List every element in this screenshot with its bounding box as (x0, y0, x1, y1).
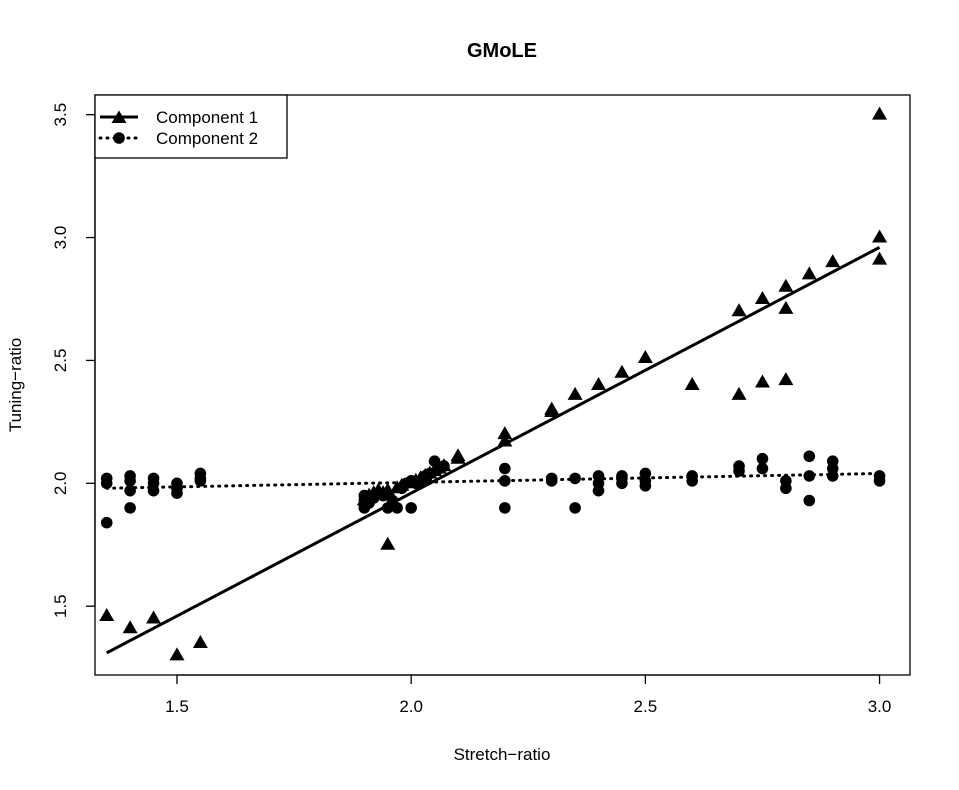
point-component-2 (803, 494, 816, 507)
fit-lines (105, 246, 882, 655)
point-component-2 (499, 462, 511, 475)
point-component-2 (803, 450, 816, 463)
point-component-2 (438, 460, 450, 472)
point-component-1 (872, 229, 888, 243)
y-tick-label: 2.5 (51, 349, 70, 373)
point-component-1 (778, 300, 794, 314)
point-component-2 (826, 455, 839, 467)
point-component-2 (873, 470, 886, 482)
point-component-1 (591, 377, 607, 390)
point-component-1 (99, 608, 115, 622)
point-component-2 (124, 484, 136, 497)
point-component-2 (639, 467, 652, 480)
y-axis-label: Tuning−ratio (6, 338, 25, 432)
point-component-1 (544, 401, 560, 415)
x-tick-label: 2.0 (399, 697, 423, 716)
point-component-2 (100, 516, 113, 529)
point-component-1 (614, 364, 630, 378)
x-tick-label: 3.0 (868, 697, 892, 716)
point-component-1 (450, 448, 466, 462)
point-component-1 (731, 303, 747, 317)
point-component-2 (569, 472, 581, 485)
point-component-1 (731, 386, 747, 400)
point-component-2 (733, 460, 745, 472)
point-component-1 (497, 426, 513, 440)
point-component-2 (569, 502, 581, 514)
point-component-2 (686, 470, 698, 482)
point-component-2 (616, 470, 628, 482)
legend-label-component-2: Component 2 (156, 129, 258, 148)
y-tick-label: 2.0 (51, 471, 70, 495)
legend-box (94, 94, 288, 159)
point-component-1 (684, 377, 700, 390)
x-axis-label: Stretch−ratio (454, 745, 551, 764)
point-component-2 (424, 467, 436, 480)
point-component-2 (194, 467, 207, 480)
point-component-1 (567, 386, 583, 400)
fit-line-1 (106, 246, 881, 655)
fit-line-2 (105, 471, 882, 490)
point-component-2 (405, 502, 417, 514)
point-component-2 (124, 470, 136, 482)
y-tick-label: 3.0 (51, 226, 70, 250)
x-tick-label: 1.5 (165, 697, 189, 716)
point-component-1 (778, 372, 794, 386)
point-component-2 (100, 472, 113, 485)
point-component-2 (756, 452, 769, 465)
point-component-1 (637, 349, 653, 363)
point-component-2 (756, 462, 769, 475)
point-component-2 (780, 475, 792, 487)
point-component-1 (872, 106, 888, 120)
y-tick-label: 3.5 (51, 103, 70, 127)
data-points (99, 106, 888, 661)
x-tick-label: 2.5 (634, 697, 658, 716)
point-component-1 (146, 610, 162, 624)
y-tick-label: 1.5 (51, 594, 70, 618)
point-component-2 (124, 502, 136, 514)
legend-label-component-1: Component 1 (156, 108, 258, 127)
point-component-2 (391, 502, 403, 514)
point-component-1 (872, 251, 888, 265)
point-component-1 (122, 620, 138, 634)
point-component-1 (169, 647, 185, 661)
point-component-2 (499, 502, 511, 514)
chart-title: GMoLE (467, 40, 537, 62)
point-component-1 (825, 254, 841, 268)
point-component-2 (171, 477, 183, 490)
x-axis: 1.5 2.0 2.5 3.0 (165, 674, 892, 716)
point-component-1 (778, 278, 794, 292)
point-component-2 (147, 472, 160, 485)
legend-triangle-icon (111, 110, 127, 123)
point-component-2 (592, 470, 605, 482)
point-component-1 (497, 433, 513, 447)
point-component-2 (803, 470, 816, 482)
point-component-1 (380, 536, 396, 550)
point-component-1 (192, 635, 208, 649)
y-axis: 1.5 2.0 2.5 3.0 3.5 (51, 103, 96, 618)
legend-circle-icon (113, 132, 125, 144)
point-component-1 (801, 266, 817, 280)
point-component-1 (754, 374, 770, 388)
point-component-2 (545, 472, 558, 485)
point-component-1 (754, 290, 770, 304)
point-component-2 (499, 475, 511, 487)
legend: Component 1 Component 2 (94, 94, 288, 159)
point-component-2 (377, 489, 389, 502)
